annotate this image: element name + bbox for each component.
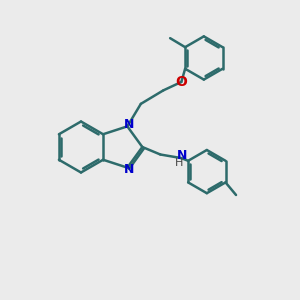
Text: N: N — [124, 118, 134, 131]
Text: H: H — [175, 158, 183, 169]
Text: N: N — [177, 148, 188, 162]
Text: N: N — [124, 163, 134, 176]
Text: O: O — [176, 75, 187, 89]
